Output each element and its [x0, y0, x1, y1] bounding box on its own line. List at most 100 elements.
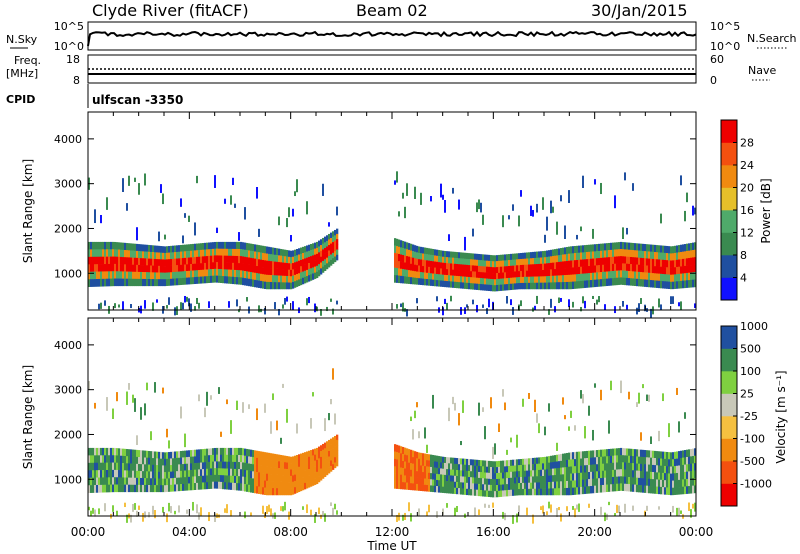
- data-cell: [154, 471, 157, 479]
- scatter-echo: [128, 175, 130, 186]
- data-cell: [584, 472, 587, 480]
- data-cell: [448, 475, 451, 482]
- data-cell: [164, 252, 167, 260]
- data-cell: [622, 455, 625, 463]
- data-cell: [268, 487, 271, 496]
- data-cell: [452, 475, 455, 482]
- data-cell: [104, 462, 107, 471]
- data-cell: [294, 268, 297, 276]
- data-cell: [580, 451, 583, 459]
- data-cell: [162, 279, 165, 287]
- data-cell: [156, 458, 159, 466]
- data-cell: [164, 452, 167, 460]
- data-cell: [398, 452, 401, 461]
- data-cell: [420, 452, 423, 460]
- clutter-echo: [672, 296, 674, 304]
- data-cell: [272, 268, 275, 276]
- data-cell: [182, 251, 185, 259]
- data-cell: [118, 249, 121, 258]
- data-cell: [204, 249, 207, 257]
- clutter-echo: [310, 509, 312, 516]
- data-cell: [90, 485, 93, 493]
- data-cell: [88, 264, 91, 273]
- data-cell: [448, 263, 451, 270]
- data-cell: [656, 479, 659, 487]
- data-cell: [662, 259, 665, 268]
- data-cell: [250, 264, 253, 273]
- data-cell: [596, 464, 599, 472]
- data-cell: [676, 458, 679, 467]
- data-cell: [200, 269, 203, 277]
- data-cell: [136, 449, 139, 458]
- data-cell: [424, 260, 427, 267]
- data-cell: [268, 452, 271, 461]
- data-cell: [198, 263, 201, 271]
- data-cell: [446, 275, 449, 282]
- data-cell: [276, 488, 279, 496]
- data-cell: [506, 284, 509, 291]
- data-cell: [168, 265, 171, 273]
- data-cell: [444, 250, 447, 258]
- data-cell: [172, 258, 175, 266]
- data-cell: [148, 258, 151, 266]
- data-cell: [614, 256, 617, 265]
- clutter-echo: [632, 505, 634, 511]
- data-cell: [500, 260, 503, 268]
- data-cell: [572, 487, 575, 496]
- data-cell: [134, 463, 137, 472]
- data-cell: [276, 454, 279, 462]
- data-cell: [446, 251, 449, 258]
- data-cell: [576, 252, 579, 261]
- data-cell: [158, 451, 161, 459]
- data-cell: [230, 482, 233, 490]
- data-cell: [202, 482, 205, 490]
- clutter-echo: [332, 308, 334, 315]
- data-cell: [638, 271, 641, 280]
- data-cell: [180, 258, 183, 266]
- data-cell: [584, 266, 587, 274]
- data-cell: [294, 262, 297, 269]
- data-cell: [202, 269, 205, 277]
- data-cell: [92, 477, 95, 486]
- data-cell: [658, 280, 661, 289]
- data-cell: [334, 256, 337, 263]
- data-cell: [210, 448, 213, 456]
- data-cell: [418, 458, 421, 466]
- data-cell: [160, 252, 163, 260]
- data-cell: [98, 278, 101, 287]
- data-cell: [658, 458, 661, 466]
- data-cell: [538, 463, 541, 471]
- data-cell: [152, 272, 155, 280]
- data-cell: [506, 490, 509, 497]
- data-cell: [120, 256, 123, 265]
- data-cell: [534, 282, 537, 290]
- data-cell: [336, 233, 339, 240]
- data-cell: [284, 462, 287, 470]
- scatter-echo: [238, 232, 240, 241]
- clutter-echo: [566, 506, 568, 512]
- data-cell: [604, 449, 607, 457]
- data-cell: [676, 252, 679, 261]
- cpid-value: ulfscan -3350: [92, 93, 183, 107]
- data-cell: [324, 264, 327, 271]
- data-cell: [584, 252, 587, 260]
- data-cell: [610, 462, 613, 471]
- data-cell: [426, 279, 429, 286]
- data-cell: [568, 260, 571, 269]
- data-cell: [128, 271, 131, 280]
- data-cell: [290, 463, 293, 470]
- data-cell: [120, 455, 123, 464]
- data-cell: [632, 470, 635, 478]
- data-cell: [228, 454, 231, 463]
- data-cell: [574, 260, 577, 268]
- data-cell: [190, 476, 193, 484]
- data-cell: [628, 455, 631, 464]
- data-cell: [536, 270, 539, 277]
- data-cell: [590, 464, 593, 473]
- data-cell: [406, 276, 409, 284]
- data-cell: [536, 470, 539, 477]
- data-cell: [616, 476, 619, 485]
- data-cell: [598, 265, 601, 273]
- data-cell: [492, 273, 495, 280]
- data-cell: [620, 476, 623, 484]
